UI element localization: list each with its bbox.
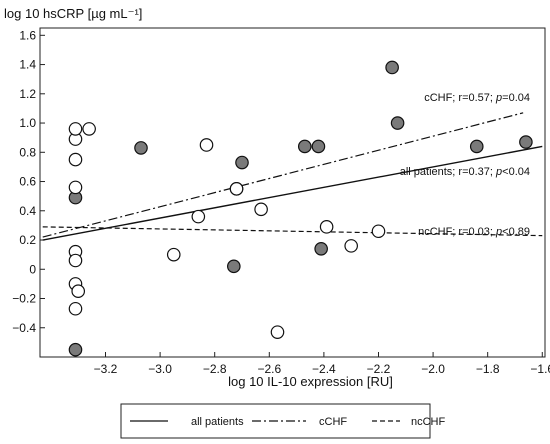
annotation-p-value: =0.04 bbox=[502, 92, 530, 104]
ncchf-point bbox=[199, 138, 214, 152]
ncchf-point bbox=[270, 325, 285, 339]
x-tick-label: −1.6 bbox=[530, 362, 550, 376]
legend-label: cCHF bbox=[319, 416, 347, 428]
x-tick-label: −2.6 bbox=[257, 362, 281, 376]
x-axis-ticks: −3.2 −3.0 −2.8 −2.6 −2.4 −2.2 −2.0 −1.8 −1.6 bbox=[94, 352, 550, 376]
y-axis-label: log 10 hsCRP [µg mL⁻¹] bbox=[4, 6, 142, 21]
cchf-point bbox=[227, 259, 241, 274]
ncchf-point bbox=[68, 301, 83, 316]
x-tick-label: −3.2 bbox=[94, 362, 118, 376]
regression-annotation: cCHF; r=0.57; p=0.04 bbox=[424, 92, 530, 104]
cchf-point bbox=[134, 141, 148, 155]
x-tick-label: −2.0 bbox=[421, 362, 445, 376]
x-tick-label: −1.8 bbox=[476, 362, 500, 376]
regression-line-all-patients bbox=[42, 145, 543, 241]
cchf-point bbox=[390, 116, 405, 130]
annotation-p-symbol: p bbox=[495, 226, 502, 238]
y-tick-label: 1.6 bbox=[19, 28, 36, 42]
x-axis-label: log 10 IL-10 expression [RU] bbox=[228, 374, 393, 389]
ncchf-point bbox=[319, 220, 334, 234]
data-points bbox=[68, 60, 533, 357]
legend-label: ncCHF bbox=[411, 416, 446, 428]
y-tick-label: 0.6 bbox=[19, 175, 36, 189]
annotation-p-symbol: p bbox=[495, 166, 502, 178]
y-tick-label: −0.4 bbox=[12, 321, 36, 335]
ncchf-point bbox=[68, 180, 83, 195]
y-tick-label: 1.2 bbox=[19, 87, 36, 101]
y-tick-label: 0.4 bbox=[19, 204, 36, 218]
cchf-point bbox=[311, 139, 326, 154]
legend: all patients cCHF ncCHF bbox=[120, 403, 446, 439]
ncchf-point bbox=[71, 284, 86, 298]
y-tick-label: −0.2 bbox=[12, 292, 36, 306]
y-tick-label: 0 bbox=[29, 262, 36, 276]
ncchf-point bbox=[191, 209, 206, 224]
annotation-stats: all patients; r=0.37; bbox=[400, 166, 496, 178]
ncchf-point bbox=[68, 152, 83, 167]
cchf-point bbox=[68, 342, 83, 357]
ncchf-point bbox=[68, 122, 83, 136]
regression-annotation: ncCHF; r=0.03; p<0.89 bbox=[418, 226, 530, 238]
regression-line-cCHF bbox=[42, 112, 524, 238]
ncchf-point bbox=[254, 202, 268, 217]
ncchf-point bbox=[82, 122, 96, 136]
x-tick-label: −2.4 bbox=[312, 362, 336, 376]
ncchf-point bbox=[371, 224, 386, 239]
cchf-point bbox=[385, 60, 399, 75]
plot-frame bbox=[39, 27, 546, 358]
ncchf-point bbox=[68, 253, 83, 268]
regression-lines bbox=[42, 112, 543, 241]
cchf-point bbox=[469, 139, 484, 154]
x-tick-label: −2.8 bbox=[203, 362, 227, 376]
y-tick-label: 0.2 bbox=[19, 233, 36, 247]
annotation-p-value: <0.04 bbox=[502, 166, 530, 178]
y-axis-ticks: −0.4 −0.2 0 0.2 0.4 0.6 0.8 1.0 1.2 1.4 1.6 bbox=[12, 28, 45, 335]
annotation-p-symbol: p bbox=[495, 92, 502, 104]
y-tick-label: 0.8 bbox=[19, 145, 36, 159]
cchf-point bbox=[235, 155, 249, 170]
ncchf-point bbox=[344, 239, 358, 253]
annotation-p-value: <0.89 bbox=[502, 226, 530, 238]
regression-line-ncCHF bbox=[42, 226, 543, 237]
legend-label: all patients bbox=[191, 416, 244, 428]
ncchf-point bbox=[166, 247, 181, 262]
cchf-point bbox=[519, 135, 533, 149]
annotation-stats: cCHF; r=0.57; bbox=[424, 92, 496, 104]
x-tick-label: −3.0 bbox=[148, 362, 172, 376]
y-tick-label: 1.0 bbox=[19, 116, 36, 130]
ncchf-point bbox=[229, 182, 244, 196]
y-tick-label: 1.4 bbox=[19, 58, 36, 72]
legend-box bbox=[120, 403, 431, 439]
annotation-stats: ncCHF; r=0.03; bbox=[418, 226, 496, 238]
regression-annotation: all patients; r=0.37; p<0.04 bbox=[400, 166, 530, 178]
cchf-point bbox=[314, 241, 328, 256]
cchf-point bbox=[297, 139, 312, 154]
x-tick-label: −2.2 bbox=[367, 362, 391, 376]
